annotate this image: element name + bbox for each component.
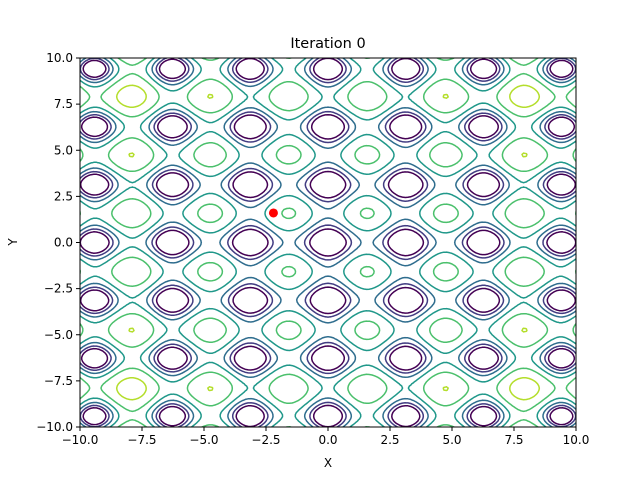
contour-level [80,58,576,427]
y-tick-label: 0.0 [54,236,73,250]
y-tick-label: 10.0 [46,51,73,65]
x-axis: −10.0 −7.5 −5.0 −2.5 0.0 2.5 5.0 7.5 10.0 [62,427,590,447]
x-tick-label: −5.0 [189,433,218,447]
x-tick-label: 5.0 [442,433,461,447]
contour-level [80,58,576,427]
contour-lines [80,58,576,427]
y-tick-label: 5.0 [54,143,73,157]
x-tick-label: −2.5 [251,433,280,447]
current-point-marker [268,208,278,218]
x-tick-label: 2.5 [380,433,399,447]
marker-layer [268,208,278,218]
y-tick-label: −7.5 [44,374,73,388]
x-tick-label: 0.0 [318,433,337,447]
y-axis: −10.0 −7.5 −5.0 −2.5 0.0 2.5 5.0 7.5 10.0 [36,51,80,434]
contour-level [80,58,576,427]
x-tick-label: −7.5 [127,433,156,447]
x-tick-label: 7.5 [504,433,523,447]
x-axis-label: X [324,456,332,470]
y-tick-label: 7.5 [54,97,73,111]
y-tick-label: 2.5 [54,189,73,203]
y-axis-label: Y [6,238,20,247]
y-tick-label: −10.0 [36,420,73,434]
contour-level [115,84,541,401]
x-tick-label: 10.0 [563,433,590,447]
y-tick-label: −2.5 [44,282,73,296]
y-tick-label: −5.0 [44,328,73,342]
x-tick-label: −10.0 [62,433,99,447]
chart-title: Iteration 0 [290,36,365,52]
